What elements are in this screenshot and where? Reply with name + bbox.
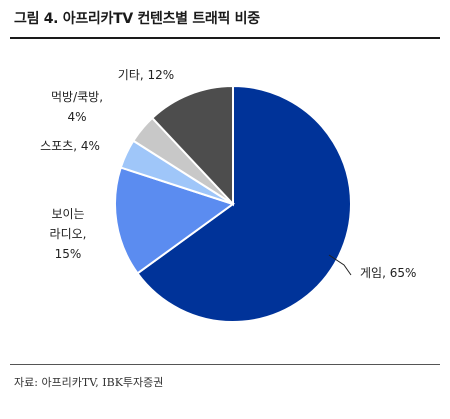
- chart-title: 그림 4. 아프리카TV 컨텐츠별 트래픽 비중: [14, 11, 260, 27]
- slice-label-4: 기타, 12%: [118, 68, 174, 82]
- slice-label-line: 보이는: [51, 207, 84, 221]
- pie-slice-0: [136, 84, 352, 323]
- pie-slice-1: [114, 166, 236, 275]
- slice-label-line: 15%: [55, 247, 82, 261]
- slice-label-0: 게임, 65%: [360, 266, 416, 280]
- slice-label-2: 스포츠, 4%: [40, 139, 100, 153]
- slice-label-3: 먹방/쿡방, 4%: [51, 90, 103, 124]
- source-note: 자료: 아프리카TV, IBK투자증권: [14, 376, 164, 389]
- slice-label-line: 기타, 12%: [118, 68, 174, 82]
- source-divider: [10, 364, 440, 365]
- pie-slice-4: [150, 84, 234, 207]
- slice-label-line: 4%: [67, 110, 86, 124]
- slice-label-line: 스포츠, 4%: [40, 139, 100, 153]
- leader-line-0: [328, 254, 352, 276]
- slice-label-line: 게임, 65%: [360, 266, 416, 280]
- title-divider: [10, 37, 440, 39]
- slice-label-line: 라디오,: [50, 227, 87, 241]
- slice-label-line: 먹방/쿡방,: [51, 90, 103, 104]
